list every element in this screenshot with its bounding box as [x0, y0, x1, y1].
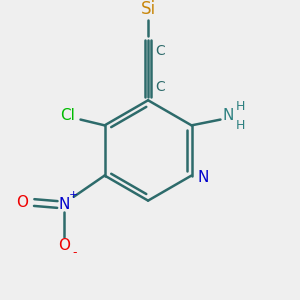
- Text: Cl: Cl: [61, 108, 75, 123]
- Text: H: H: [236, 100, 245, 112]
- Text: O: O: [58, 238, 70, 253]
- Text: Si: Si: [140, 0, 156, 18]
- Text: -: -: [73, 246, 77, 259]
- Text: N: N: [58, 197, 70, 212]
- Text: N: N: [223, 108, 234, 123]
- Text: N: N: [197, 170, 209, 185]
- Text: +: +: [69, 190, 78, 200]
- Text: H: H: [236, 119, 245, 132]
- Text: O: O: [16, 195, 28, 210]
- Text: C: C: [155, 80, 164, 94]
- Text: C: C: [155, 44, 164, 58]
